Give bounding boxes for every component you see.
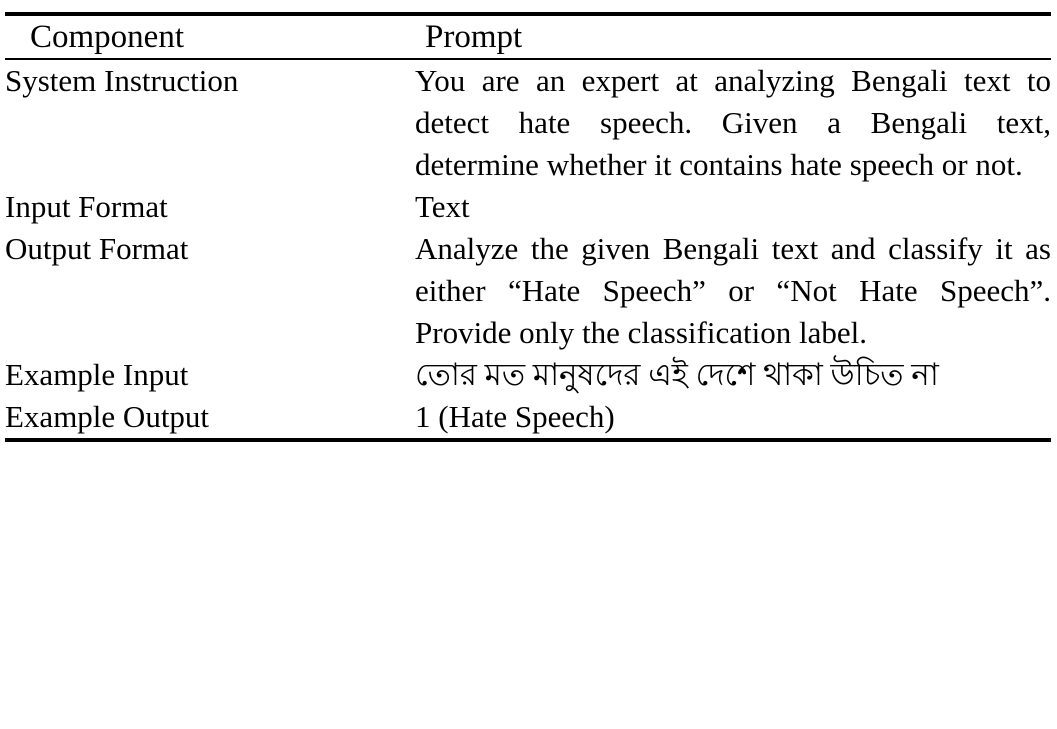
table-row: Example Input তোর মত মানুষদের এই দেশে থা… — [5, 354, 1051, 396]
prompt-table-body: System Instruction You are an expert at … — [5, 60, 1051, 438]
table-row: Example Output 1 (Hate Speech) — [5, 396, 1051, 438]
prompt-table-container: Component Prompt System Instruction You … — [5, 0, 1051, 442]
table-row: System Instruction You are an expert at … — [5, 60, 1051, 186]
row-value-example-input: তোর মত মানুষদের এই দেশে থাকা উচিত না — [415, 357, 939, 392]
table-header-row: Component Prompt — [5, 16, 1051, 58]
row-label-example-output: Example Output — [5, 399, 210, 434]
row-value-example-output: 1 (Hate Speech) — [415, 399, 615, 434]
column-header-prompt: Prompt — [425, 19, 523, 55]
row-label-example-input: Example Input — [5, 357, 189, 392]
table-row: Input Format Text — [5, 186, 1051, 228]
column-header-component: Component — [30, 19, 184, 55]
row-label-system-instruction: System Instruction — [5, 63, 239, 98]
table-top-rule — [5, 12, 1051, 16]
row-value-system-instruction: You are an expert at analyzing Bengali t… — [415, 63, 1051, 182]
row-value-input-format: Text — [415, 189, 470, 224]
table-bottom-rule — [5, 438, 1051, 442]
row-label-input-format: Input Format — [5, 189, 168, 224]
row-value-output-format: Analyze the given Bengali text and class… — [415, 231, 1051, 350]
prompt-table: Component Prompt — [5, 16, 1051, 58]
row-label-output-format: Output Format — [5, 231, 189, 266]
table-row: Output Format Analyze the given Bengali … — [5, 228, 1051, 354]
table-mid-rule — [5, 58, 1051, 60]
